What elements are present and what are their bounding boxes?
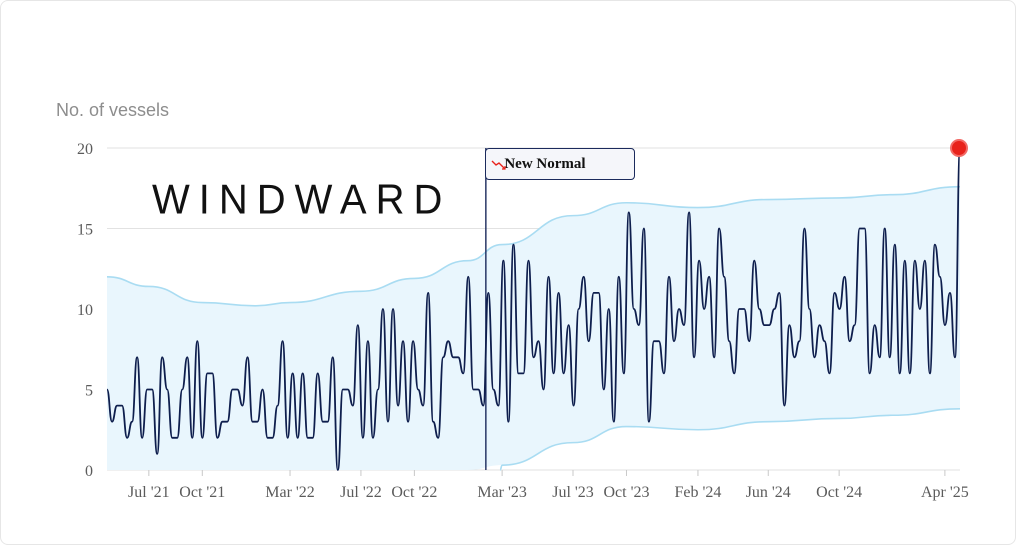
x-tick-label: Jul '23 xyxy=(552,484,594,501)
x-tick-label: Mar '23 xyxy=(477,484,527,501)
x-tick-label: Feb '24 xyxy=(674,484,721,501)
new-normal-annotation[interactable]: New Normal xyxy=(485,148,636,180)
y-tick-10: 10 xyxy=(77,302,93,319)
x-tick-label: Jun '24 xyxy=(746,484,791,501)
y-tick-5: 5 xyxy=(85,383,93,400)
vessel-count-series xyxy=(106,147,961,471)
x-tick-label: Oct '23 xyxy=(603,484,649,501)
annotation-label: New Normal xyxy=(504,155,586,172)
windward-logo: WINDWARD xyxy=(152,176,452,224)
series-line xyxy=(106,147,961,471)
y-tick-0: 0 xyxy=(85,463,93,480)
x-tick-label: Jul '21 xyxy=(128,484,170,501)
x-tick-label: Oct '24 xyxy=(816,484,862,501)
x-tick-label: Jul '22 xyxy=(340,484,382,501)
x-tick-label: Mar '22 xyxy=(265,484,315,501)
last-point-dot xyxy=(950,139,968,157)
band-upper-edge xyxy=(106,185,961,307)
x-tick-label: Oct '21 xyxy=(179,484,225,501)
y-tick-15: 15 xyxy=(77,222,93,239)
band-lower-edge xyxy=(499,408,961,471)
y-axis-ticks: 0 5 10 15 20 xyxy=(77,141,93,480)
x-tick-label: Oct '22 xyxy=(391,484,437,501)
y-tick-20: 20 xyxy=(77,141,93,158)
chart-card xyxy=(0,0,1016,545)
latest-point-marker xyxy=(950,139,968,157)
x-axis-ticks: Jul '21 Oct '21 Mar '22 Jul '22 Oct '22 Mar '… xyxy=(128,470,969,501)
x-tick-label: Apr '25 xyxy=(921,484,969,501)
trend-down-icon xyxy=(491,160,506,170)
y-axis-label: No. of vessels xyxy=(56,100,170,120)
